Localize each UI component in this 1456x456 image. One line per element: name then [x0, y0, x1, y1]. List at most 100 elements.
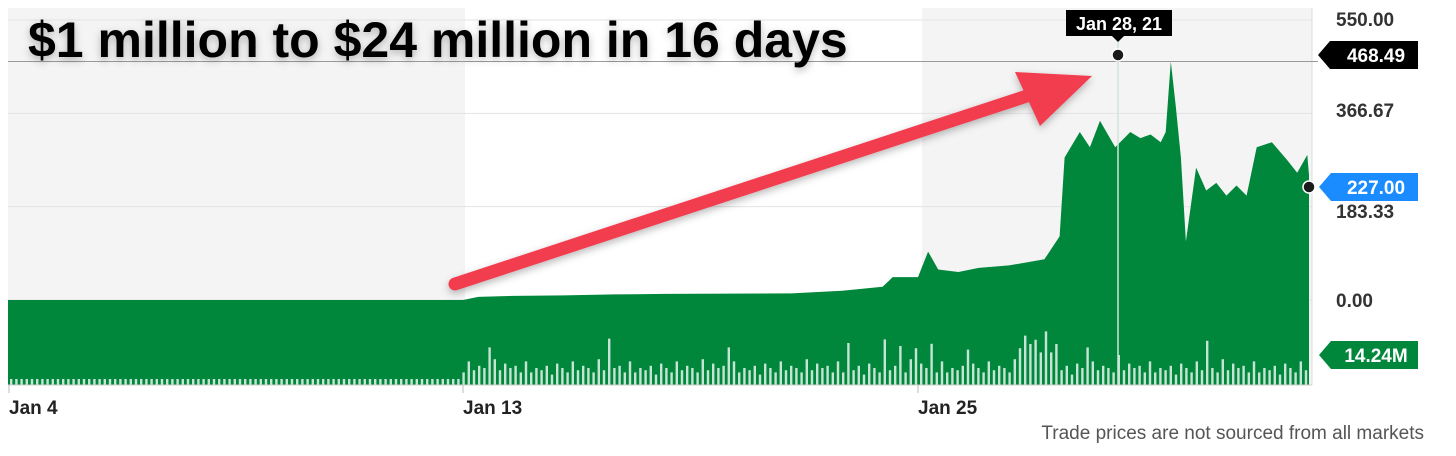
volume-bar [909, 359, 912, 385]
volume-bar [1252, 361, 1256, 385]
volume-bar [1044, 331, 1048, 385]
volume-bar [727, 347, 730, 385]
volume-label: 14.24M [1344, 346, 1407, 367]
volume-bar [675, 361, 678, 385]
volume-bar [20, 379, 23, 385]
y-tick-label: 550.00 [1336, 10, 1394, 31]
volume-bar [1185, 368, 1188, 385]
volume-bar [10, 379, 13, 385]
volume-bar [779, 361, 782, 385]
volume-bar [1211, 368, 1214, 385]
volume-bar [467, 361, 470, 385]
volume-bar [660, 363, 663, 385]
volume-bar [1278, 374, 1282, 385]
volume-bar [1221, 359, 1224, 385]
volume-bar [67, 379, 70, 385]
volume-bar [623, 372, 626, 385]
volume-bar [192, 379, 195, 385]
y-tick-label: 0.00 [1336, 291, 1373, 312]
volume-bar [1226, 370, 1230, 385]
volume-bar [493, 359, 496, 385]
volume-bar [738, 372, 741, 385]
volume-bar [883, 339, 886, 385]
volume-bar [654, 374, 658, 385]
volume-bar [1232, 363, 1235, 385]
volume-bar [379, 379, 382, 385]
volume-bar [972, 363, 975, 385]
volume-bar [888, 370, 892, 385]
volume-bar [509, 368, 512, 385]
volume-bar [691, 368, 694, 385]
volume-bar [306, 379, 309, 385]
headline: $1 million to $24 million in 16 days [28, 12, 848, 68]
volume-bar [571, 361, 574, 385]
volume-bar [103, 379, 106, 385]
volume-bar [1284, 363, 1287, 385]
volume-bar [88, 379, 91, 385]
volume-bar [556, 363, 559, 385]
volume-bar [1263, 368, 1266, 385]
volume-bar [1289, 368, 1292, 385]
volume-bar [446, 379, 450, 385]
volume-bar [218, 379, 221, 385]
volume-bar [935, 372, 938, 385]
volume-bar [758, 374, 762, 385]
volume-bar [436, 379, 439, 385]
red-arrow-annotation [448, 72, 1092, 291]
volume-bar [145, 379, 148, 385]
volume-bar [280, 379, 283, 385]
volume-bar [150, 379, 153, 385]
volume-bar [977, 368, 980, 385]
volume-bar [1174, 374, 1178, 385]
volume-bar [670, 372, 673, 385]
volume-bar [920, 363, 923, 385]
volume-bar [878, 372, 881, 385]
volume-bar [1200, 370, 1204, 385]
volume-bar [1148, 361, 1152, 385]
volume-bar [77, 379, 80, 385]
volume-bar [1117, 355, 1120, 385]
volume-bar [472, 370, 476, 385]
y-axis: 550.00 366.67 183.33 0.00 [1336, 10, 1394, 312]
volume-bar [223, 379, 226, 385]
volume-bar [904, 372, 907, 385]
volume-bar [353, 379, 356, 385]
volume-bar [93, 379, 96, 385]
volume-bar [452, 379, 455, 385]
volume-bar [420, 379, 424, 385]
volume-bar [826, 365, 829, 385]
volume-bar [1055, 344, 1058, 385]
price-area [8, 61, 1309, 385]
volume-bar [1304, 370, 1308, 385]
volume-bar [587, 368, 590, 385]
volume-bar [488, 347, 491, 385]
volume-bar [140, 379, 143, 385]
volume-bar [1143, 372, 1146, 385]
volume-bar [862, 374, 866, 385]
last-price-tag: 227.00 [1319, 173, 1418, 201]
y-tick-label: 366.67 [1336, 101, 1394, 122]
volume-bar [270, 379, 273, 385]
volume-bar [597, 359, 600, 385]
volume-bar [410, 379, 413, 385]
volume-bar [1216, 372, 1219, 385]
volume-bar [1086, 347, 1089, 385]
volume-bar [1247, 372, 1250, 385]
volume-bar [238, 379, 242, 385]
volume-bar [155, 379, 158, 385]
volume-bar [1013, 359, 1016, 385]
volume-bar [576, 370, 580, 385]
volume-bar [1206, 340, 1209, 385]
volume-bar [982, 372, 985, 385]
volume-bar [202, 379, 205, 385]
volume-bar [1299, 361, 1302, 385]
volume-bar [894, 365, 897, 385]
volume-bar [613, 368, 616, 385]
volume-bar [311, 379, 314, 385]
volume-bar [197, 379, 200, 385]
volume-bar [166, 379, 169, 385]
last-price-label: 227.00 [1347, 178, 1405, 199]
volume-bar [582, 365, 585, 385]
volume-bar [108, 379, 112, 385]
y-tick-label: 183.33 [1336, 202, 1394, 223]
